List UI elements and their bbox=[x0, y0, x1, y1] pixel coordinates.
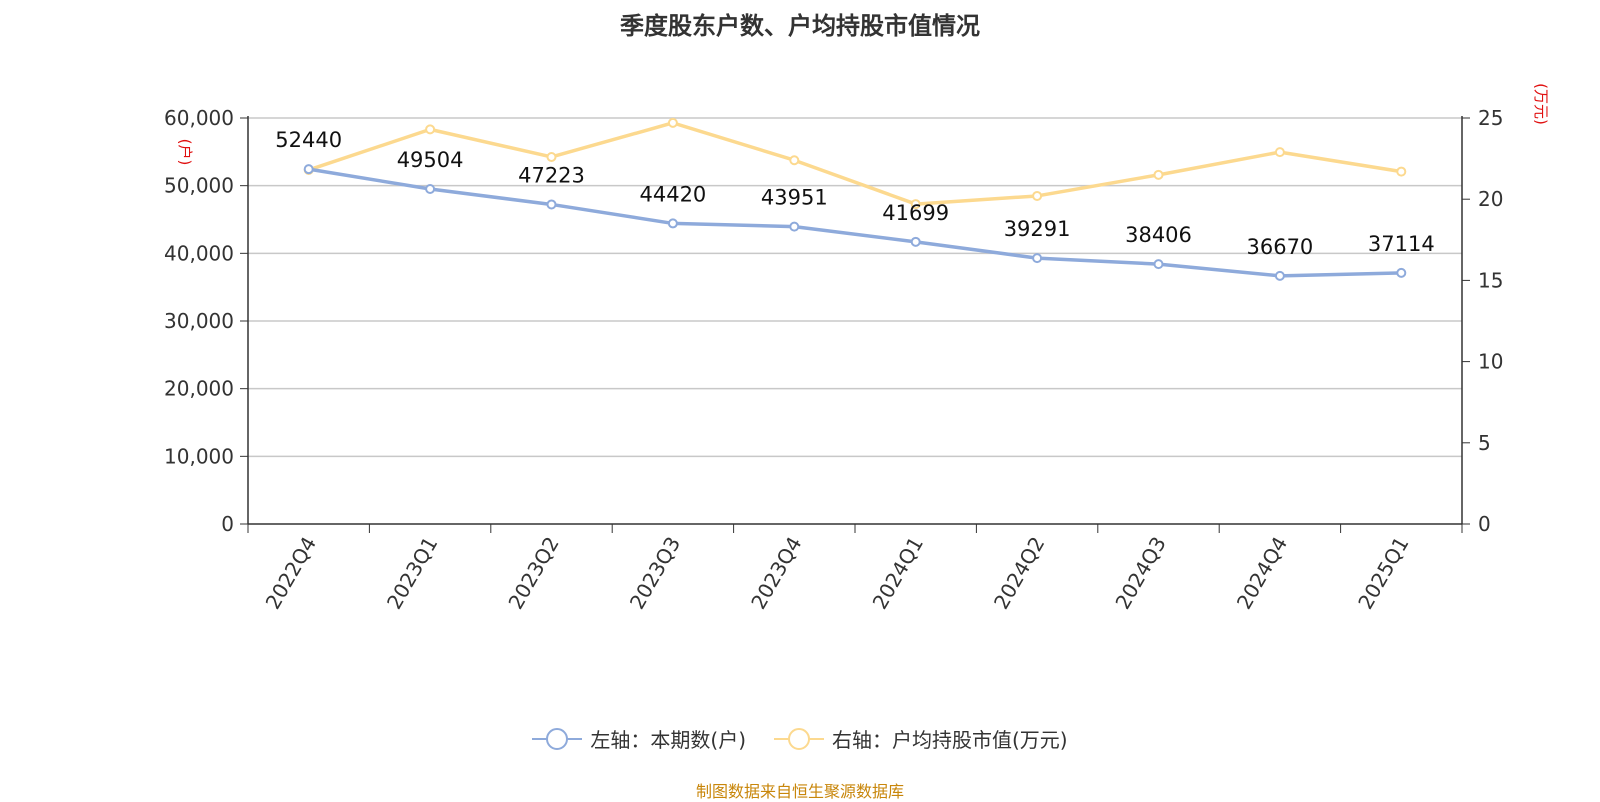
legend-label-left-series: 左轴：本期数(户) bbox=[590, 728, 746, 752]
left-series-data-label: 37114 bbox=[1368, 232, 1435, 256]
left-tick-label: 10,000 bbox=[164, 444, 234, 468]
right-series-point bbox=[546, 151, 557, 162]
left-series-line bbox=[308, 167, 1402, 278]
left-tick-label: 40,000 bbox=[164, 241, 234, 265]
left-tick-label: 20,000 bbox=[164, 377, 234, 401]
right-tick-label: 5 bbox=[1478, 431, 1491, 455]
x-tick-label: 2022Q4 bbox=[261, 533, 321, 614]
legend-swatch-left-series bbox=[532, 727, 583, 750]
x-tick-label: 2023Q3 bbox=[625, 533, 685, 614]
chart-title: 季度股东户数、户均持股市值情况 bbox=[620, 12, 980, 40]
x-tick-label: 2024Q3 bbox=[1110, 533, 1170, 614]
right-series-point bbox=[1032, 190, 1043, 201]
right-series-point bbox=[789, 155, 800, 166]
left-series-data-label: 52440 bbox=[275, 128, 342, 152]
x-tick-label: 2023Q1 bbox=[382, 533, 442, 614]
right-tick-label: 25 bbox=[1478, 106, 1503, 130]
right-series-point bbox=[425, 124, 436, 135]
legend-label-right-series: 右轴：户均持股市值(万元) bbox=[832, 728, 1068, 752]
x-tick-label: 2025Q1 bbox=[1353, 533, 1413, 614]
left-series-data-label: 41699 bbox=[882, 201, 949, 225]
right-series-line bbox=[308, 121, 1402, 206]
legend-item-left-series[interactable]: 左轴：本期数(户) bbox=[532, 724, 746, 753]
left-series-point bbox=[425, 184, 436, 195]
left-series-point bbox=[789, 221, 800, 232]
left-series-point bbox=[1396, 267, 1407, 278]
legend: 左轴：本期数(户) 右轴：户均持股市值(万元) bbox=[0, 724, 1600, 753]
right-series-point bbox=[1274, 147, 1285, 158]
right-axis-unit: (万元) bbox=[1532, 83, 1550, 125]
left-series-data-label: 43951 bbox=[761, 186, 828, 210]
left-series-data-label: 44420 bbox=[639, 182, 706, 206]
left-series-point bbox=[910, 236, 921, 247]
right-series-point bbox=[667, 117, 678, 128]
left-series-point bbox=[1153, 259, 1164, 270]
left-series-data-label: 39291 bbox=[1004, 217, 1071, 241]
right-tick-label: 10 bbox=[1478, 350, 1503, 374]
left-series-point bbox=[1032, 253, 1043, 264]
left-series-point bbox=[1274, 270, 1285, 281]
left-tick-label: 0 bbox=[221, 512, 234, 536]
right-series-point bbox=[1396, 166, 1407, 177]
left-series-point bbox=[546, 199, 557, 210]
source-note: 制图数据来自恒生聚源数据库 bbox=[695, 782, 904, 801]
left-series-data-label: 38406 bbox=[1125, 223, 1192, 247]
left-tick-label: 60,000 bbox=[164, 106, 234, 130]
x-tick-label: 2024Q4 bbox=[1232, 533, 1292, 614]
left-tick-label: 30,000 bbox=[164, 309, 234, 333]
right-series-point bbox=[910, 199, 921, 210]
right-series-point bbox=[1153, 169, 1164, 180]
legend-item-right-series[interactable]: 右轴：户均持股市值(万元) bbox=[774, 724, 1068, 753]
left-tick-label: 50,000 bbox=[164, 174, 234, 198]
left-series-data-label: 47223 bbox=[518, 163, 585, 187]
x-tick-label: 2023Q2 bbox=[503, 533, 563, 614]
x-tick-label: 2023Q4 bbox=[746, 533, 806, 614]
left-series-data-label: 36670 bbox=[1246, 235, 1313, 259]
x-tick-label: 2024Q2 bbox=[989, 533, 1049, 614]
right-tick-label: 0 bbox=[1478, 512, 1491, 536]
right-tick-label: 20 bbox=[1478, 187, 1503, 211]
chart-plot: 0 10,000 20,000 30,000 40,000 50,000 60,000 0 5 1… bbox=[164, 83, 1550, 614]
left-series-point bbox=[303, 164, 314, 175]
legend-swatch-right-series bbox=[774, 727, 824, 750]
left-series-point bbox=[667, 218, 678, 229]
left-axis-unit: (户) bbox=[176, 139, 194, 166]
right-tick-label: 15 bbox=[1478, 268, 1503, 292]
x-tick-label: 2024Q1 bbox=[868, 533, 928, 614]
left-series-data-label: 49504 bbox=[397, 148, 464, 172]
